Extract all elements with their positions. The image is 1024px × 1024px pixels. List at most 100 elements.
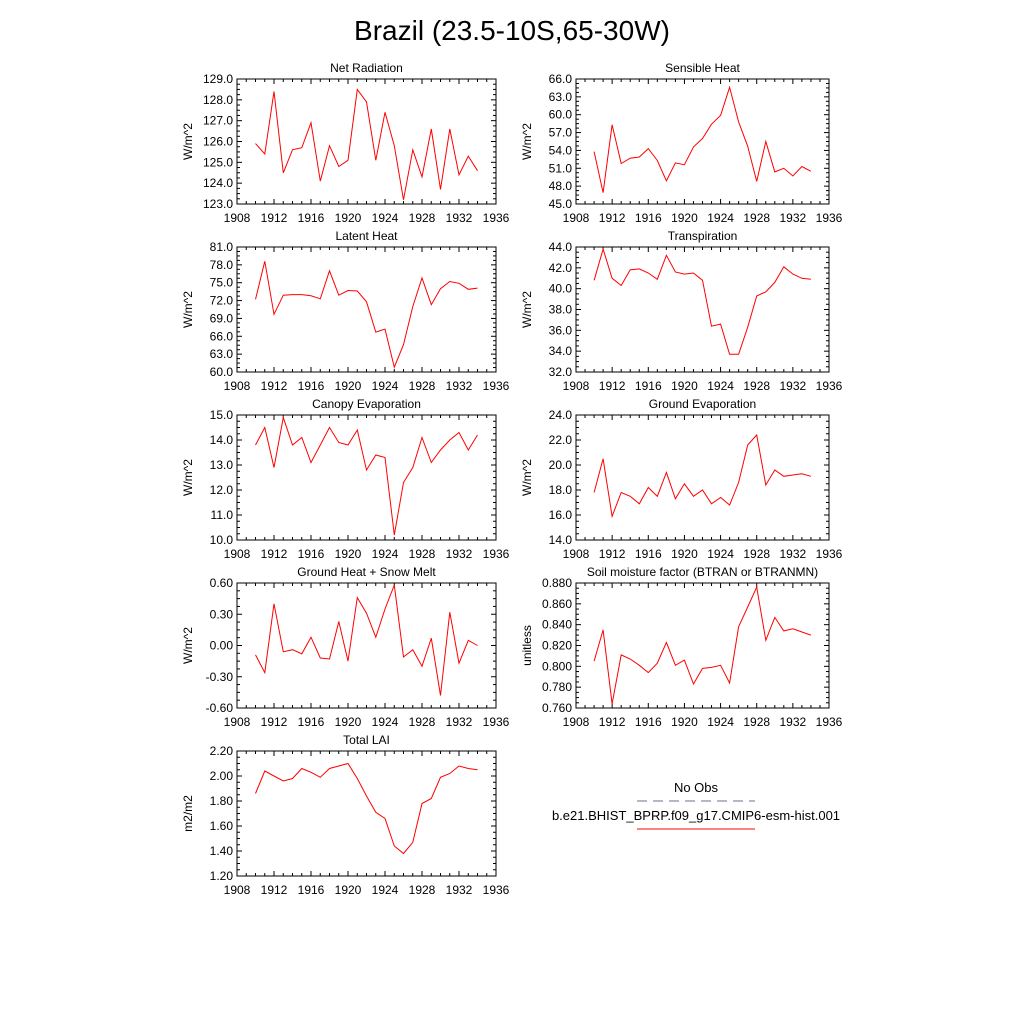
y-axis-label: W/m^2 <box>181 291 195 328</box>
panel-canopy-evaporation: Canopy Evaporation W/m^2 1908 1912 1916 1920 1… <box>181 397 510 561</box>
y-tick-label: 0.30 <box>210 607 234 621</box>
x-tick-label: 1916 <box>298 883 325 897</box>
x-tick-label: 1908 <box>563 379 590 393</box>
y-tick-label: 0.820 <box>542 639 572 653</box>
x-tick-label: 1920 <box>335 379 362 393</box>
x-tick-label: 1916 <box>635 547 662 561</box>
y-tick-label: 75.0 <box>210 276 234 290</box>
x-tick-label: 1912 <box>599 379 626 393</box>
x-tick-label: 1908 <box>224 211 251 225</box>
y-tick-label: 45.0 <box>549 197 573 211</box>
y-tick-label: 1.60 <box>210 819 234 833</box>
x-tick-label: 1916 <box>298 379 325 393</box>
y-tick-label: 10.0 <box>210 533 234 547</box>
x-tick-label: 1932 <box>780 715 807 729</box>
x-tick-label: 1920 <box>335 547 362 561</box>
y-tick-label: 0.880 <box>542 576 572 590</box>
x-tick-label: 1924 <box>707 211 734 225</box>
series-line <box>255 584 478 696</box>
x-tick-label: 1928 <box>409 211 436 225</box>
y-tick-label: 1.80 <box>210 794 234 808</box>
x-tick-label: 1936 <box>483 883 510 897</box>
y-tick-label: 18.0 <box>549 483 573 497</box>
figure-title: Brazil (23.5-10S,65-30W) <box>354 15 670 46</box>
y-tick-label: 22.0 <box>549 433 573 447</box>
y-axis-label: m2/m2 <box>181 795 195 832</box>
x-tick-label: 1908 <box>224 547 251 561</box>
x-tick-label: 1932 <box>780 547 807 561</box>
x-tick-label: 1932 <box>446 379 473 393</box>
x-tick-label: 1924 <box>707 379 734 393</box>
x-tick-label: 1912 <box>261 715 288 729</box>
x-tick-label: 1912 <box>261 379 288 393</box>
x-tick-label: 1928 <box>409 715 436 729</box>
y-tick-label: 20.0 <box>549 458 573 472</box>
x-tick-label: 1928 <box>409 379 436 393</box>
plot-frame <box>236 750 497 877</box>
y-tick-label: 54.0 <box>549 143 573 157</box>
panel-total-lai: Total LAI m2/m2 1908 1912 1916 1920 1924 1928 19… <box>181 733 510 897</box>
plot-frame <box>575 78 830 205</box>
x-tick-label: 1908 <box>224 379 251 393</box>
y-tick-label: 124.0 <box>203 176 233 190</box>
y-tick-label: 51.0 <box>549 161 573 175</box>
y-tick-label: 126.0 <box>203 135 233 149</box>
y-tick-label: 78.0 <box>210 258 234 272</box>
y-tick-label: 81.0 <box>210 240 234 254</box>
x-tick-label: 1932 <box>446 547 473 561</box>
panel-title: Ground Evaporation <box>649 397 756 411</box>
plot-frame <box>575 246 830 373</box>
x-tick-label: 1936 <box>816 211 843 225</box>
panels: Net Radiation W/m^2 1908 1912 1916 1920 1924 19… <box>181 61 843 897</box>
x-tick-label: 1928 <box>409 883 436 897</box>
series-line <box>593 585 812 704</box>
panel-title: Transpiration <box>668 229 738 243</box>
series-line <box>593 247 811 355</box>
panel-title: Latent Heat <box>335 229 398 243</box>
x-tick-label: 1928 <box>743 211 770 225</box>
y-tick-label: 13.0 <box>210 458 234 472</box>
y-tick-label: 15.0 <box>210 408 234 422</box>
y-tick-label: 69.0 <box>210 311 234 325</box>
y-tick-label: 38.0 <box>549 303 573 317</box>
y-tick-label: 32.0 <box>549 365 573 379</box>
y-axis-label: W/m^2 <box>181 627 195 664</box>
x-tick-label: 1932 <box>446 883 473 897</box>
y-tick-label: 14.0 <box>210 433 234 447</box>
y-axis-label: unitless <box>520 625 534 666</box>
y-axis-label: W/m^2 <box>520 123 534 160</box>
legend-entry-model: b.e21.BHIST_BPRP.f09_g17.CMIP6-esm-hist.… <box>552 808 840 823</box>
series-line <box>255 762 478 855</box>
y-axis-label: W/m^2 <box>520 459 534 496</box>
x-tick-label: 1912 <box>599 211 626 225</box>
x-tick-label: 1924 <box>707 715 734 729</box>
panel-sensible-heat: Sensible Heat W/m^2 1908 1912 1916 1920 1924 19… <box>520 61 843 225</box>
y-tick-label: 2.20 <box>210 744 234 758</box>
y-tick-label: 127.0 <box>203 114 233 128</box>
y-tick-label: 44.0 <box>549 240 573 254</box>
series-line <box>255 261 478 369</box>
y-tick-label: 48.0 <box>549 179 573 193</box>
panel-title: Sensible Heat <box>665 61 740 75</box>
panel-title: Ground Heat + Snow Melt <box>297 565 436 579</box>
panel-title: Total LAI <box>343 733 390 747</box>
y-tick-label: 14.0 <box>549 533 573 547</box>
x-tick-label: 1936 <box>483 547 510 561</box>
y-tick-label: 0.00 <box>210 639 234 653</box>
y-tick-label: 0.60 <box>210 576 234 590</box>
legend-entry-no-obs: No Obs <box>674 780 719 795</box>
x-tick-label: 1912 <box>599 715 626 729</box>
y-tick-label: 57.0 <box>549 126 573 140</box>
panel-title: Soil moisture factor (BTRAN or BTRANMN) <box>587 565 818 579</box>
x-tick-label: 1924 <box>372 547 399 561</box>
x-tick-label: 1936 <box>483 715 510 729</box>
x-tick-label: 1912 <box>599 547 626 561</box>
x-tick-label: 1920 <box>671 379 698 393</box>
plot-frame <box>575 582 830 709</box>
x-tick-label: 1916 <box>298 547 325 561</box>
series-line <box>593 433 812 519</box>
y-tick-label: 63.0 <box>549 90 573 104</box>
y-axis-label: W/m^2 <box>520 291 534 328</box>
x-tick-label: 1920 <box>335 715 362 729</box>
y-tick-label: 123.0 <box>203 197 233 211</box>
